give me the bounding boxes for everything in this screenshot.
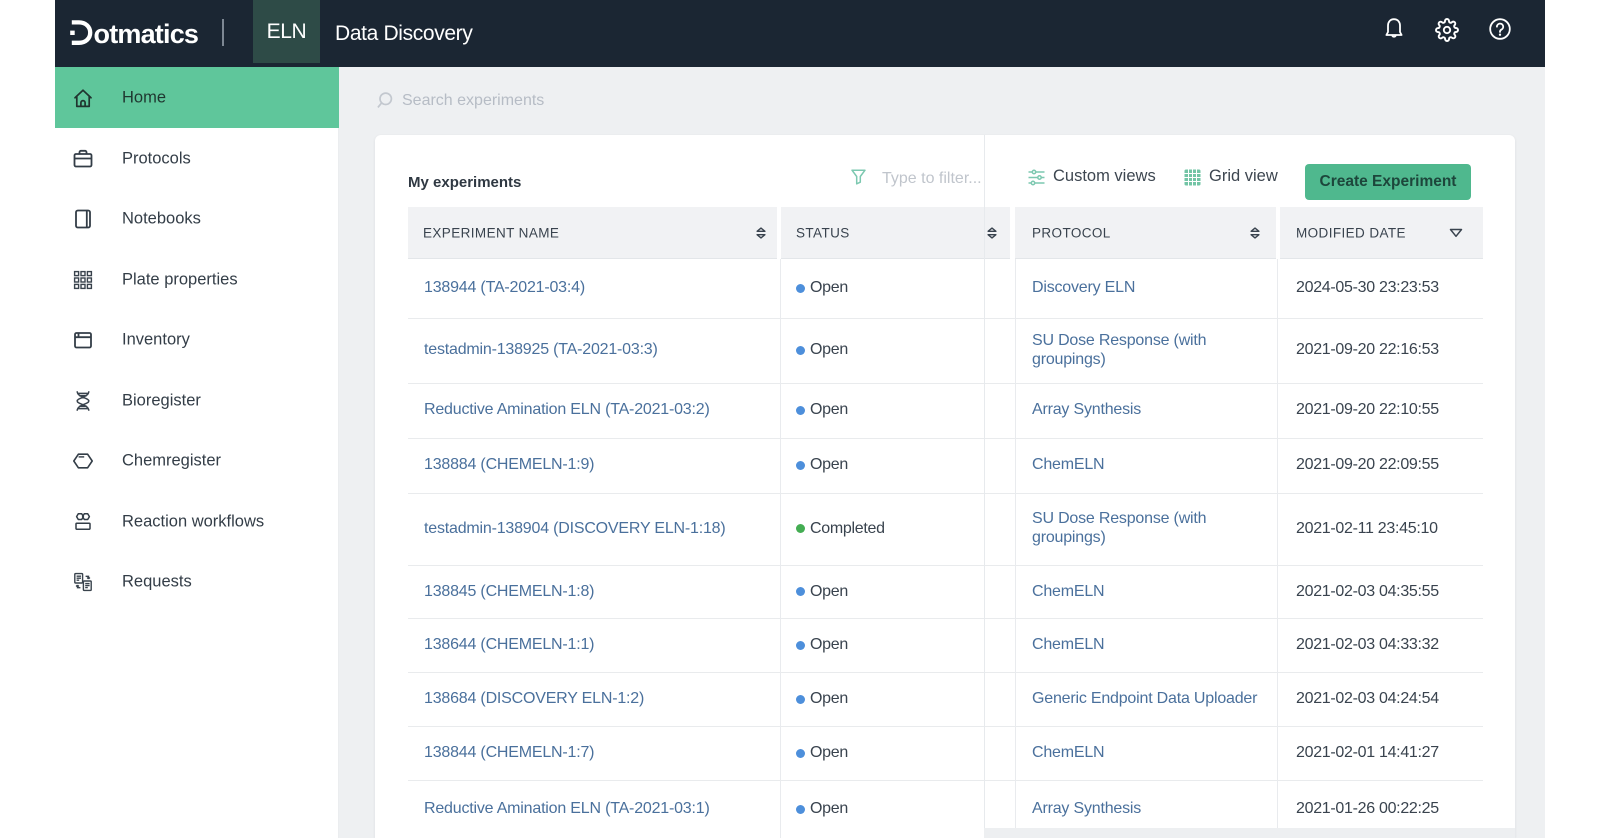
svg-text:otmatics: otmatics <box>94 19 199 49</box>
